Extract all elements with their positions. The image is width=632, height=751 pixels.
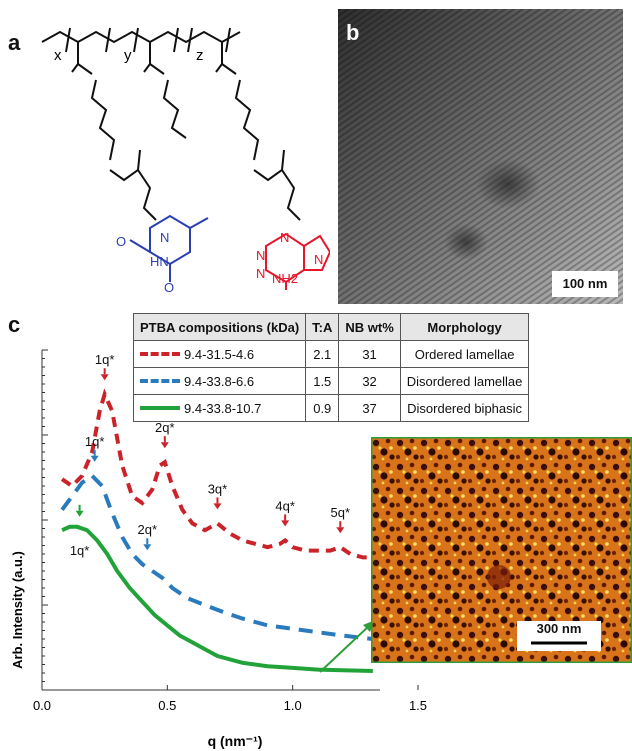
panel-label-b: b — [346, 20, 360, 45]
table-header-nb: NB wt% — [338, 313, 401, 341]
peak-marker-arrow — [281, 520, 290, 527]
peak-marker-arrow — [160, 442, 169, 449]
table-row: 9.4-31.5-4.6 2.1 31 Ordered lamellae — [132, 340, 530, 368]
peak-label: 2q* — [155, 420, 175, 435]
thymine-o1: O — [116, 234, 126, 249]
composition-cell: 9.4-33.8-6.6 — [184, 373, 255, 389]
x-tick-label: 0.0 — [33, 698, 51, 713]
inset-pointer-arrow — [319, 624, 371, 673]
thymine-n: N — [160, 230, 169, 245]
afm-inset-image — [371, 437, 632, 663]
composition-table: PTBA compositions (kDa) T:A NB wt% Morph… — [132, 313, 530, 422]
saxs-chart: 0.0 0.5 1.0 1.5 1q* 2q* 3q* 4q* 5q* 1q* 2q* 1q* q … — [10, 349, 427, 749]
legend-line-red — [140, 352, 180, 356]
x-axis-label: q (nm⁻¹) — [208, 733, 263, 749]
series-line-2 — [61, 524, 373, 673]
table-row: 9.4-33.8-10.7 0.9 37 Disordered biphasic — [132, 394, 530, 422]
chemical-structure: x y z N O HN O N N N N — [41, 27, 330, 295]
ta-cell: 0.9 — [305, 394, 340, 422]
adenine-nh2: NH2 — [272, 271, 299, 286]
peak-marker-arrow — [90, 455, 99, 462]
table-header-composition: PTBA compositions (kDa) — [132, 313, 307, 341]
x-tick-label: 0.5 — [158, 698, 176, 713]
nb-cell: 31 — [338, 340, 401, 368]
nb-cell: 37 — [338, 394, 401, 422]
adenine-n2: N — [256, 248, 265, 263]
composition-cell: 9.4-33.8-10.7 — [184, 400, 262, 416]
table-header-morphology: Morphology — [399, 313, 530, 341]
thymine-o2: O — [164, 280, 174, 295]
subscript-x: x — [54, 47, 62, 64]
peak-label: 3q* — [208, 481, 228, 496]
morphology-cell: Disordered lamellae — [399, 367, 530, 395]
thymine-hn: HN — [150, 254, 169, 269]
morphology-cell: Disordered biphasic — [399, 394, 530, 422]
nb-cell: 32 — [338, 367, 401, 395]
peak-marker-arrow — [75, 510, 84, 517]
subscript-z: z — [196, 47, 204, 64]
peak-marker-arrow — [100, 374, 109, 381]
tem-image — [338, 9, 623, 304]
peak-label: 1q* — [70, 543, 90, 558]
peak-label: 1q* — [85, 434, 105, 449]
peak-marker-arrow — [336, 527, 345, 534]
series-line-1 — [60, 473, 374, 641]
legend-line-blue — [140, 379, 180, 383]
panel-label-a: a — [8, 30, 21, 55]
peak-label: 4q* — [275, 498, 295, 513]
peak-marker-arrow — [213, 503, 222, 510]
ta-cell: 2.1 — [305, 340, 340, 368]
adenine-n1: N — [280, 230, 289, 245]
legend-line-green — [140, 406, 180, 410]
tem-scalebar-label: 100 nm — [562, 276, 608, 291]
series-line-0 — [60, 388, 373, 560]
ta-cell: 1.5 — [305, 367, 340, 395]
peak-marker-arrow — [143, 544, 152, 551]
composition-cell: 9.4-31.5-4.6 — [184, 346, 255, 362]
x-tick-label: 1.0 — [284, 698, 302, 713]
peak-label: 2q* — [138, 522, 158, 537]
panel-label-c: c — [8, 312, 21, 337]
x-tick-label: 1.5 — [409, 698, 427, 713]
adenine-n3: N — [256, 266, 265, 281]
afm-scalebar-label: 300 nm — [536, 621, 582, 636]
morphology-cell: Ordered lamellae — [399, 340, 530, 368]
y-axis-label: Arb. Intensity (a.u.) — [10, 551, 25, 669]
subscript-y: y — [124, 47, 132, 64]
adenine-n4: N — [314, 252, 323, 267]
peak-label: 1q* — [95, 352, 115, 367]
table-header-ta: T:A — [305, 313, 340, 341]
table-row: 9.4-33.8-6.6 1.5 32 Disordered lamellae — [132, 367, 530, 395]
peak-label: 5q* — [331, 505, 351, 520]
